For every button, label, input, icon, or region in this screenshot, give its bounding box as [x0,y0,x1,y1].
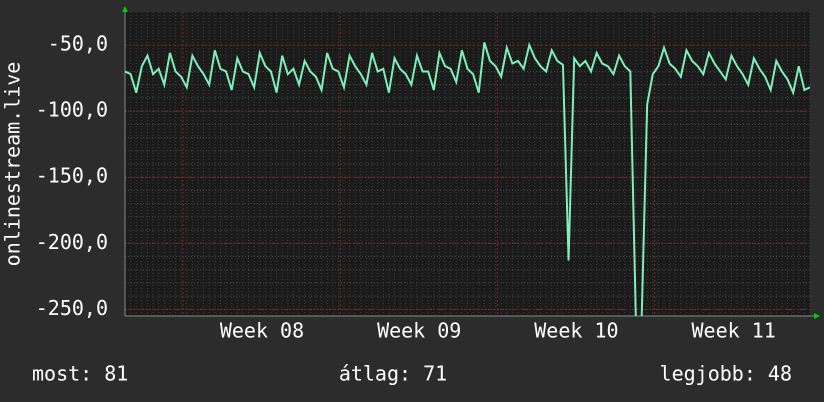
x-tick-label: Week 08 [220,319,304,343]
y-tick-label: -150,0 [36,164,108,188]
stat-current: most: 81 [32,362,128,386]
stat-average: átlag: 71 [339,362,447,386]
x-axis-arrow [814,313,820,319]
y-tick-label: -100,0 [36,98,108,122]
x-tick-label: Week 09 [377,319,461,343]
y-tick-label: -50,0 [48,32,108,56]
y-tick-label: -200,0 [36,230,108,254]
stat-best: legjobb: 48 [660,362,792,386]
y-tick-label: -250,0 [36,296,108,320]
x-tick-label: Week 10 [534,319,618,343]
grid [124,12,811,316]
y-axis-arrow [122,6,128,12]
data-line [125,41,810,316]
y-axis-label: onlinestream.live [1,62,25,267]
x-tick-label: Week 11 [691,319,775,343]
